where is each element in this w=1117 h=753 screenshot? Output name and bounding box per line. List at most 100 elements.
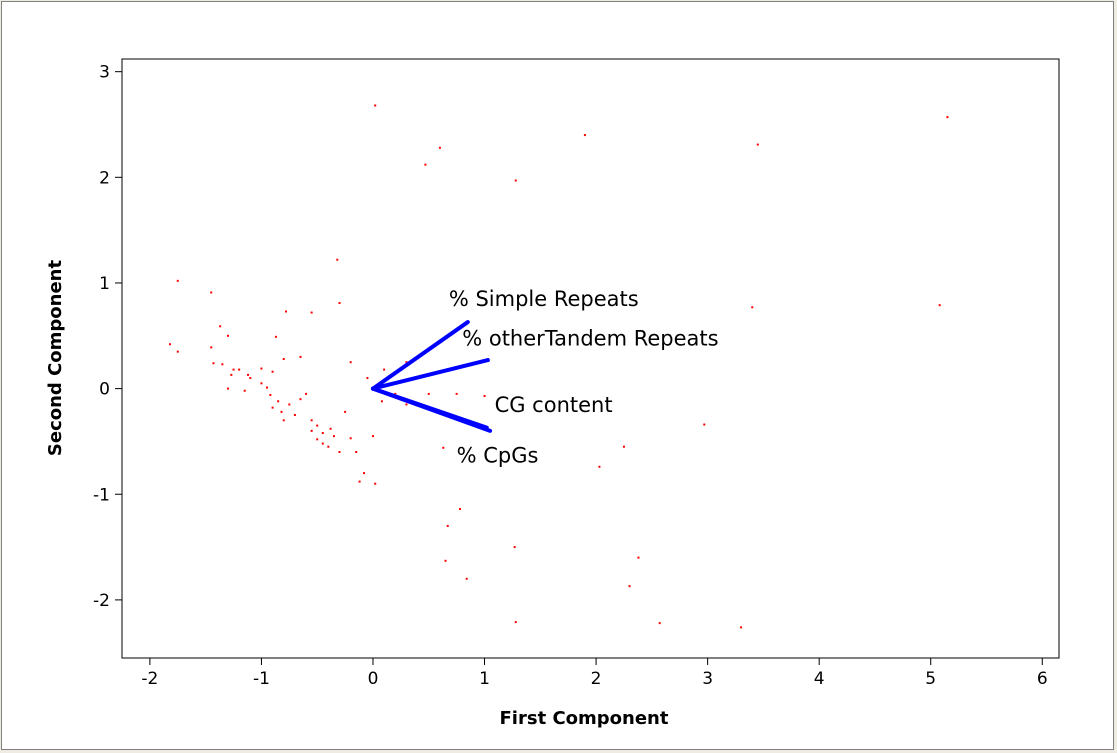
data-point <box>310 311 313 314</box>
y-tick-label: 0 <box>99 380 110 400</box>
data-point <box>332 435 335 438</box>
loading-vector <box>370 386 489 430</box>
data-point <box>176 350 179 353</box>
data-point <box>327 445 330 448</box>
data-point <box>168 343 171 346</box>
data-point <box>338 302 341 305</box>
data-point <box>336 258 339 261</box>
data-point <box>637 556 640 559</box>
data-point <box>344 410 347 413</box>
data-point <box>740 626 743 629</box>
data-point <box>383 368 386 371</box>
data-point <box>310 419 313 422</box>
data-point <box>438 146 441 149</box>
x-axis-label: First Component <box>500 708 669 729</box>
x-tick-label: -1 <box>253 669 270 689</box>
data-point <box>316 424 319 427</box>
loading-vector <box>370 320 470 391</box>
data-point <box>249 377 252 380</box>
data-point <box>444 559 447 562</box>
data-point <box>260 382 263 385</box>
y-tick-label: -1 <box>93 485 110 505</box>
data-point <box>282 419 285 422</box>
x-tick-label: 4 <box>814 669 825 689</box>
data-point <box>288 403 291 406</box>
data-point <box>442 446 445 449</box>
data-point <box>628 585 631 588</box>
x-tick-label: 2 <box>591 669 602 689</box>
data-point <box>583 134 586 137</box>
data-point <box>349 361 352 364</box>
data-point <box>355 450 358 453</box>
data-point <box>299 398 302 401</box>
data-point <box>427 392 430 395</box>
data-point <box>358 480 361 483</box>
x-tick-label: 1 <box>479 669 490 689</box>
data-point <box>310 429 313 432</box>
data-point <box>703 423 706 426</box>
data-point <box>363 472 366 475</box>
data-point <box>756 143 759 146</box>
data-point <box>221 363 224 366</box>
data-point <box>299 355 302 358</box>
data-point <box>243 389 246 392</box>
data-point <box>271 406 274 409</box>
loading-vectors: % Simple Repeats % otherTandem Repeats CG … <box>370 287 719 468</box>
vector-label: % Simple Repeats <box>449 287 639 311</box>
data-point <box>210 291 213 294</box>
data-point <box>338 450 341 453</box>
data-point <box>514 179 517 182</box>
data-points <box>168 104 949 629</box>
vector-label: % otherTandem Repeats <box>462 326 718 350</box>
vector-label: % CpGs <box>457 444 539 468</box>
data-point <box>321 431 324 434</box>
data-point <box>514 621 517 624</box>
data-point <box>238 368 241 371</box>
data-point <box>455 392 458 395</box>
data-point <box>266 386 269 389</box>
data-point <box>219 325 222 328</box>
data-point <box>316 438 319 441</box>
data-point <box>280 410 283 413</box>
data-point <box>176 279 179 282</box>
data-point <box>269 393 272 396</box>
data-point <box>751 306 754 309</box>
data-point <box>210 346 213 349</box>
vector-label: CG content <box>495 393 613 417</box>
data-point <box>513 546 516 549</box>
data-point <box>230 373 233 376</box>
data-point <box>394 392 397 395</box>
data-point <box>284 310 287 313</box>
data-point <box>305 392 308 395</box>
data-point <box>405 361 408 364</box>
data-point <box>226 334 229 337</box>
x-tick-label: -2 <box>141 669 158 689</box>
data-point <box>212 362 215 365</box>
data-point <box>366 377 369 380</box>
data-point <box>260 367 263 370</box>
data-point <box>277 400 280 403</box>
y-axis-label: Second Component <box>45 260 66 457</box>
x-tick-label: 6 <box>1037 669 1048 689</box>
data-point <box>232 368 235 371</box>
data-point <box>329 427 332 430</box>
data-point <box>247 373 250 376</box>
data-point <box>405 403 408 406</box>
data-point <box>293 414 296 417</box>
data-point <box>321 442 324 445</box>
y-tick-label: 1 <box>99 274 110 294</box>
data-point <box>598 465 601 468</box>
plot-area <box>121 58 1060 659</box>
x-axis-ticks: -2 -1 0 1 2 3 4 5 6 <box>141 658 1048 689</box>
data-point <box>271 370 274 373</box>
data-point <box>371 435 374 438</box>
data-point <box>380 400 383 403</box>
x-tick-label: 0 <box>368 669 379 689</box>
y-tick-label: -2 <box>93 591 110 611</box>
y-tick-label: 3 <box>99 63 110 83</box>
loading-vector <box>370 358 490 391</box>
data-point <box>424 163 427 166</box>
data-point <box>938 304 941 307</box>
